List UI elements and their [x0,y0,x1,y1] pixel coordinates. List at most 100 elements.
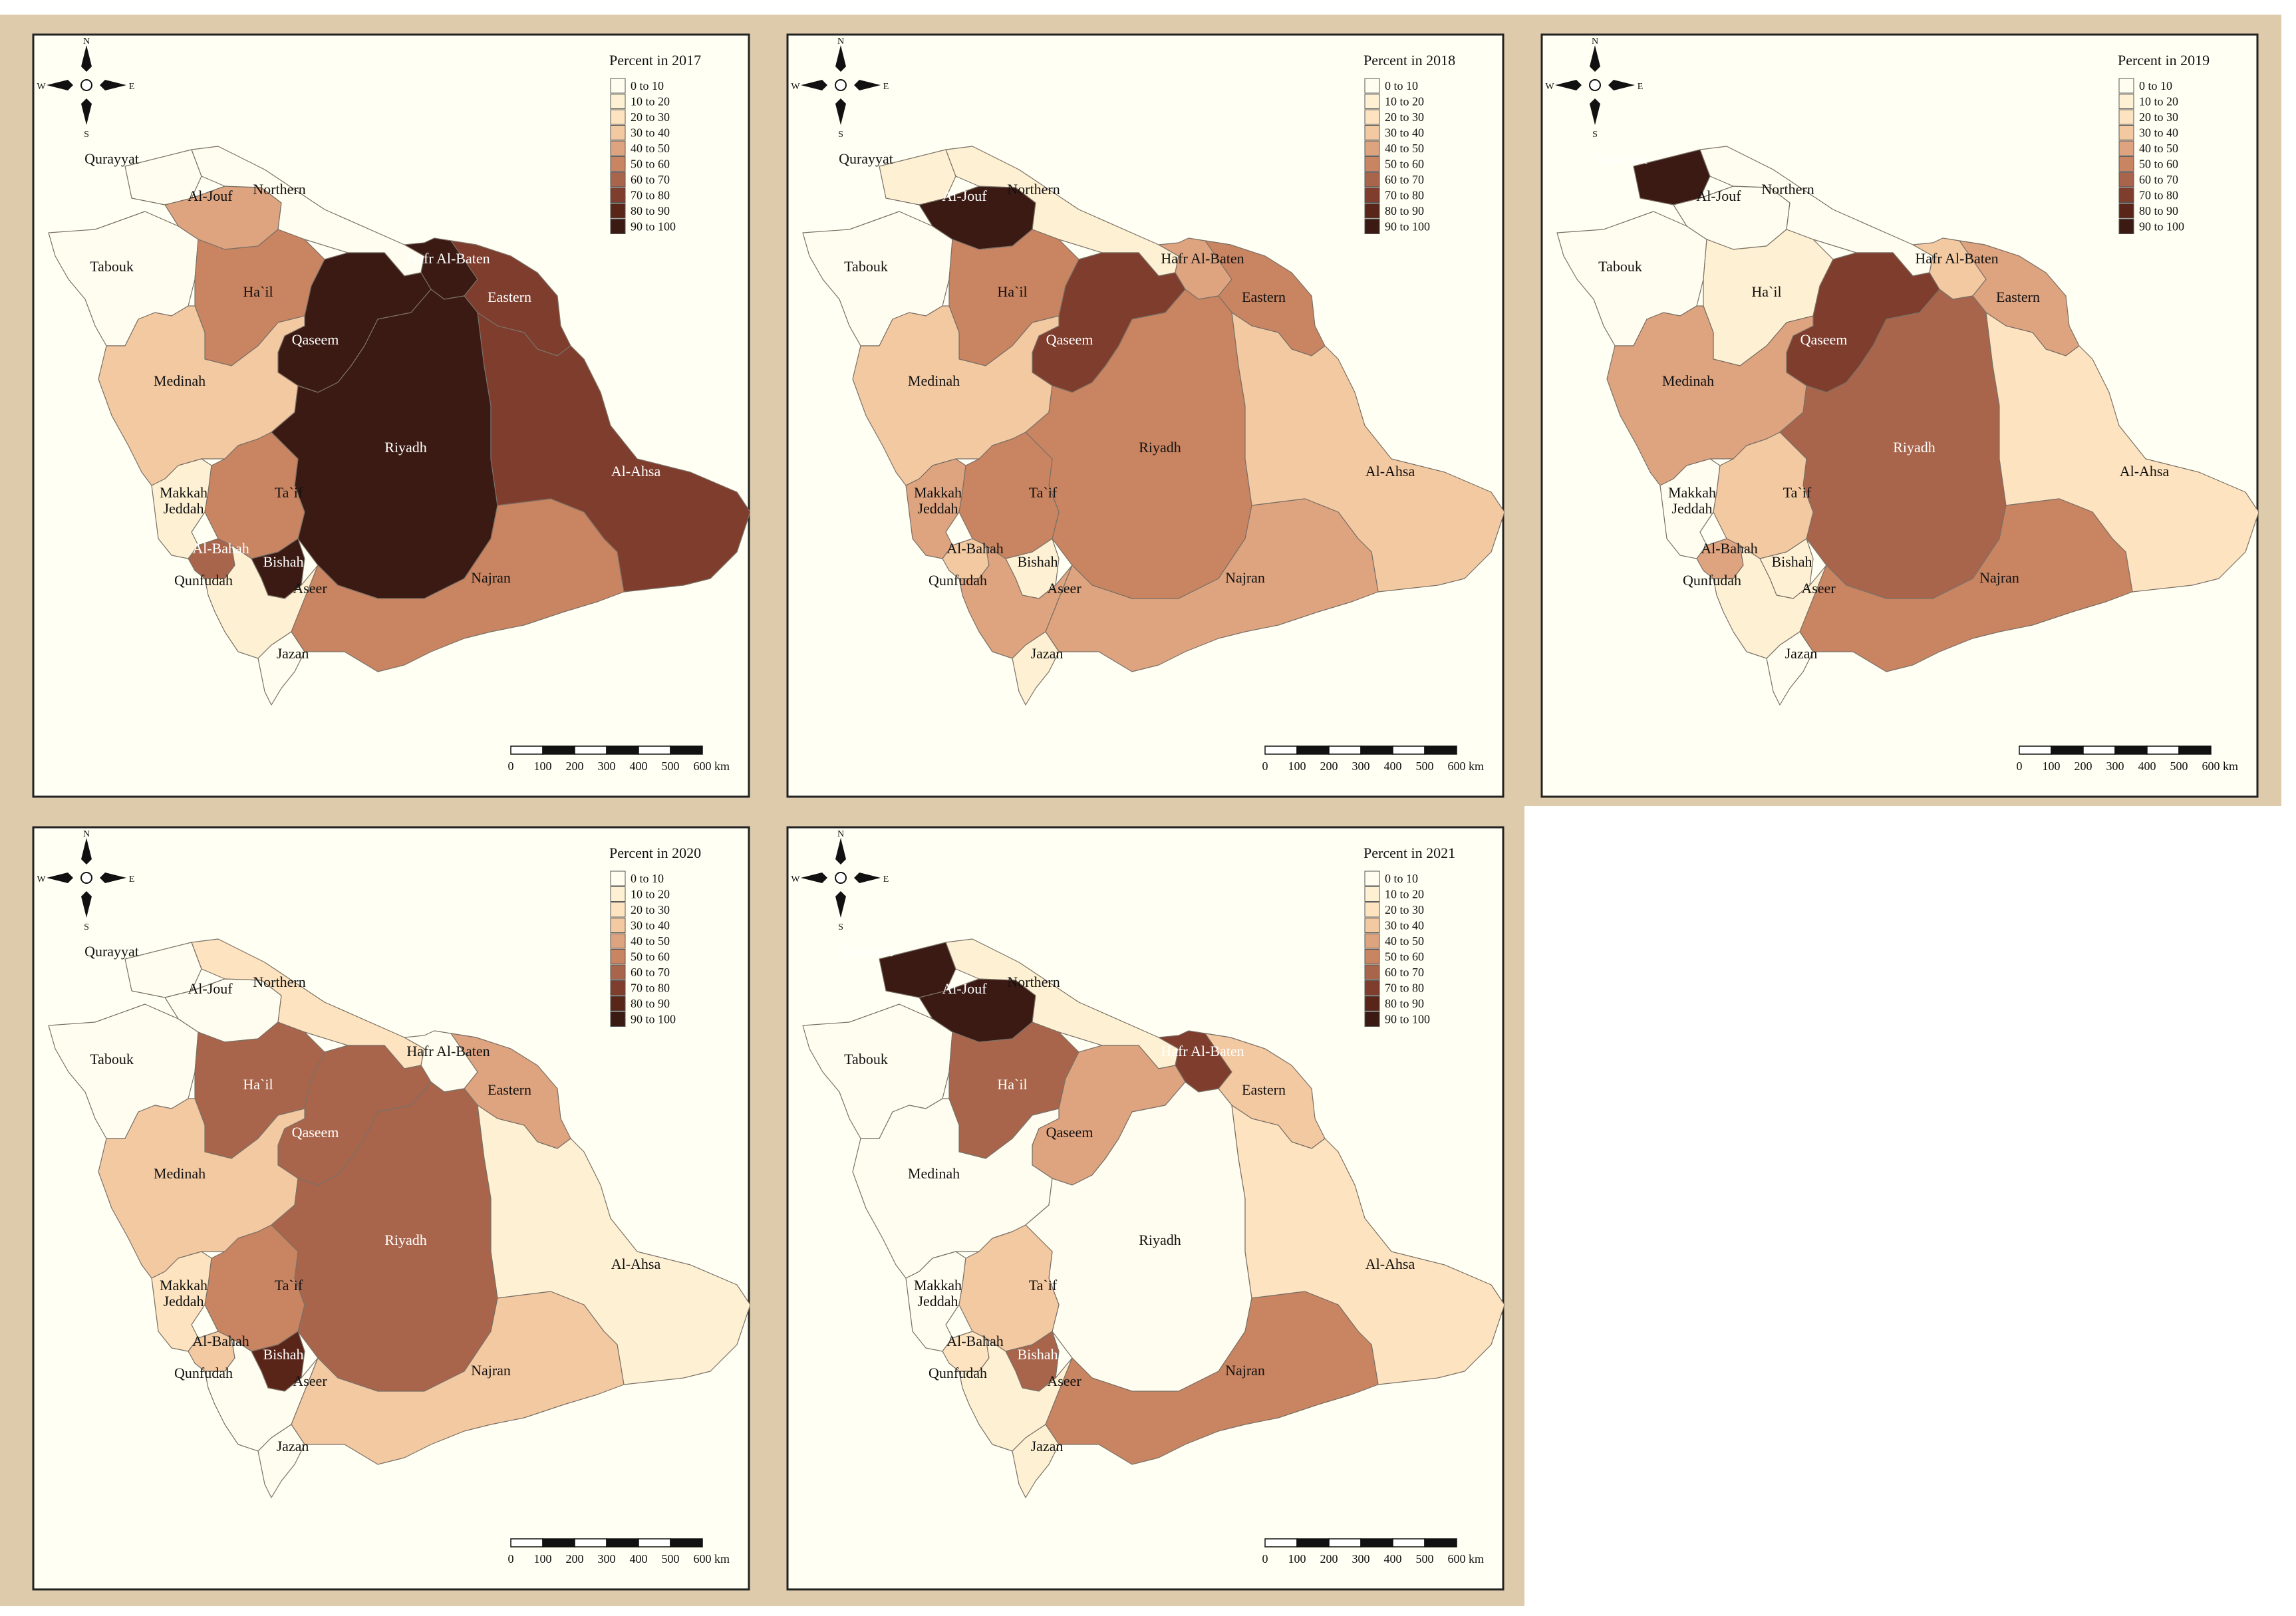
region-label-bishah: Bishah [1017,553,1058,570]
legend-label: 70 to 80 [631,982,670,995]
compass-letter-e: E [883,82,889,92]
region-label-medinah: Medinah [154,372,206,389]
legend-label: 80 to 90 [1385,204,1424,217]
legend-swatch [1364,125,1380,140]
legend-label: 20 to 30 [631,903,670,916]
region-label-albahah: Al-Bahah [946,1333,1004,1349]
region-label-hafr: Hafr Al-Baten [1161,1043,1244,1059]
region-label-hail: Ha`il [243,1076,273,1093]
scale-tick-label: 0 [1262,1552,1268,1565]
legend-swatch [610,156,626,172]
region-label-aljouf: Al-Jouf [188,188,233,204]
region-label-riyadh: Riyadh [384,1232,427,1248]
compass-letter-w: W [791,875,800,884]
region-label-aljouf: Al-Jouf [942,188,987,204]
legend-swatch [2118,188,2134,203]
region-label-alahsa: Al-Ahsa [611,1256,661,1272]
legend-swatch [1364,78,1380,94]
regions [48,146,750,706]
region-label-qurayyat: Qurayyat [84,943,139,960]
legend-label: 70 to 80 [1385,982,1424,995]
legend-label: 60 to 70 [631,966,670,979]
legend-swatch [610,140,626,156]
scale-tick-label: 400 [1384,759,1402,773]
region-label-medinah: Medinah [154,1165,206,1182]
region-label-makkah: Makkah [914,484,962,501]
region-label-eastern: Eastern [1242,289,1286,305]
region-label-hafr: Hafr Al-Baten [1915,250,1998,267]
region-label-qaseem: Qaseem [292,1124,339,1141]
scale-bar: 0 100 200 300 400 500 600 km [1262,745,1484,773]
compass-letter-s: S [1592,130,1598,140]
legend-swatch [1364,871,1380,886]
compass-letter-n: N [1592,37,1598,47]
legend-label: 70 to 80 [1385,189,1424,202]
region-label-aseer: Aseer [293,580,327,597]
scale-tick-label: 200 [566,1552,584,1565]
compass-letter-e: E [129,82,135,92]
region-label-qaseem: Qaseem [1800,331,1848,348]
scale-tick-label: 100 [2043,759,2061,773]
scale-bar: 0 100 200 300 400 500 600 km [508,745,730,773]
scale-tick-label: 600 [694,1552,712,1565]
legend-label: 10 to 20 [1385,888,1424,901]
scale-tick-label: 500 [1416,1552,1434,1565]
legend-swatch [1364,140,1380,156]
compass-letter-n: N [83,829,90,839]
legend: Percent in 2018 0 to 10 10 to 20 20 to 30 30… [1363,52,1455,234]
compass-letter-w: W [37,82,46,92]
region-label-alahsa: Al-Ahsa [2120,463,2170,479]
region-label-bishah: Bishah [263,1346,303,1363]
region-label-qunfudah: Qunfudah [174,572,233,589]
map-panel-2020: N S W E Qurayyat Al-Jouf Northern Tabouk Ha`il Ha… [32,826,750,1591]
scale-unit: km [1469,1552,1484,1565]
compass-letter-w: W [791,82,800,92]
region-label-qunfudah: Qunfudah [174,1365,233,1381]
regions [48,938,750,1498]
compass-letter-s: S [84,130,89,140]
region-label-makkah: Makkah [1668,484,1716,501]
north-arrow-icon: N S W E [37,829,134,932]
region-label-qurayyat: Qurayyat [839,150,893,167]
region-label-taif: Ta`if [1029,1277,1058,1293]
region-label-taif: Ta`if [1029,484,1058,501]
region-najran [291,498,625,672]
region-label-tabouk: Tabouk [1598,258,1642,275]
region-label-albahah: Al-Bahah [192,1333,249,1349]
region-najran [291,1291,625,1465]
scale-tick-label: 300 [1352,1552,1370,1565]
region-label-eastern: Eastern [488,289,531,305]
region-label-bishah: Bishah [263,553,303,570]
compass-letter-w: W [1545,82,1554,92]
legend-label: 50 to 60 [2139,158,2178,171]
legend-swatch [610,109,626,125]
region-jazan [1766,631,1814,706]
scale-tick-label: 400 [630,759,648,773]
legend-swatch [610,918,626,933]
legend-swatch [2118,156,2134,172]
region-label-najran: Najran [1225,1362,1265,1379]
scale-tick-label: 300 [598,759,616,773]
legend-label: 80 to 90 [1385,997,1424,1010]
region-label-medinah: Medinah [908,372,960,389]
regions [802,146,1505,706]
legend-label: 30 to 40 [1385,126,1424,140]
region-label-riyadh: Riyadh [384,439,427,456]
scale-tick-label: 100 [534,1552,552,1565]
legend-swatch [2118,203,2134,219]
region-label-riyadh: Riyadh [1139,439,1181,456]
region-jazan [257,631,305,706]
scale-tick-label: 300 [1352,759,1370,773]
legend-swatch [2118,140,2134,156]
legend-label: 0 to 10 [631,872,664,885]
region-label-makkah: Makkah [914,1277,962,1293]
legend-label: 70 to 80 [2139,189,2178,202]
legend-label: 40 to 50 [2139,142,2178,155]
region-label-riyadh: Riyadh [1139,1232,1181,1248]
legend-swatch [610,886,626,902]
legend-swatch [2118,125,2134,140]
scale-tick-label: 400 [2138,759,2156,773]
region-label-qunfudah: Qunfudah [1683,572,1741,589]
region-label-bishah: Bishah [1771,553,1812,570]
region-label-eastern: Eastern [488,1081,531,1098]
